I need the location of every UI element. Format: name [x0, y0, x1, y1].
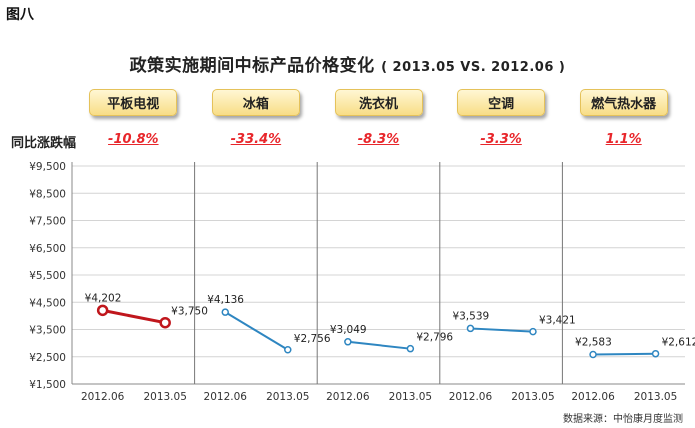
yoy-change-value: -3.3%	[480, 132, 522, 147]
x-tick-label: 2013.05	[634, 391, 677, 403]
y-tick-label: ¥5,500	[29, 270, 66, 282]
yoy-change-value: -10.8%	[108, 132, 159, 147]
data-point	[284, 346, 292, 354]
y-tick-label: ¥4,500	[29, 297, 66, 309]
data-point	[651, 349, 660, 358]
yoy-change-value: -8.3%	[357, 132, 400, 147]
data-label: ¥3,750	[171, 306, 208, 318]
series-line	[470, 327, 534, 333]
data-label: ¥4,202	[85, 292, 122, 304]
x-tick-label: 2012.06	[204, 391, 248, 403]
y-tick-label: ¥3,500	[29, 325, 66, 337]
x-tick-label: 2013.05	[266, 391, 309, 403]
data-point	[96, 304, 109, 317]
data-point	[344, 338, 352, 346]
data-point	[589, 350, 597, 359]
series-line	[224, 311, 289, 351]
data-label: ¥2,756	[294, 333, 331, 345]
chart-subtitle: ( 2013.05 VS. 2012.06 )	[381, 60, 566, 75]
y-tick-label: ¥9,500	[29, 161, 66, 173]
x-tick-label: 2013.05	[511, 391, 554, 403]
y-tick-label: ¥2,500	[29, 352, 66, 364]
y-tick-label: ¥6,500	[29, 243, 66, 255]
x-tick-label: 2013.05	[389, 391, 432, 403]
category-label-box: 燃气热水器	[579, 89, 668, 116]
data-source-note: 数据来源：中怡康月度监测	[563, 414, 683, 425]
x-tick-label: 2012.06	[449, 391, 493, 403]
data-label: ¥2,583	[575, 336, 612, 348]
x-tick-label: 2013.05	[143, 391, 186, 403]
data-label: ¥2,796	[416, 332, 453, 344]
x-tick-label: 2012.06	[81, 391, 125, 403]
category-label-box: 空调	[457, 89, 546, 116]
yoy-change-value: 1.1%	[605, 132, 642, 147]
chart-title: 政策实施期间中标产品价格变化 ( 2013.05 VS. 2012.06 )	[0, 51, 695, 76]
y-tick-label: ¥1,500	[29, 379, 66, 391]
series-line	[593, 352, 656, 356]
data-label: ¥3,421	[539, 315, 576, 327]
data-label: ¥3,049	[330, 324, 367, 336]
data-label: ¥2,612	[662, 337, 695, 349]
series-line	[347, 340, 411, 350]
data-point	[221, 308, 229, 316]
yoy-row-label: 同比涨跌幅	[11, 136, 77, 151]
y-tick-label: ¥8,500	[29, 188, 66, 200]
series-line	[102, 308, 166, 325]
category-label-box: 冰箱	[211, 89, 300, 116]
data-point	[159, 316, 171, 329]
data-point	[529, 327, 537, 336]
x-tick-label: 2012.06	[571, 391, 615, 403]
data-point	[406, 344, 415, 353]
category-label-box: 洗衣机	[334, 89, 423, 116]
data-label: ¥4,136	[207, 294, 244, 306]
category-label-box: 平板电视	[89, 89, 178, 116]
data-label: ¥3,539	[452, 310, 489, 322]
yoy-change-value: -33.4%	[230, 132, 282, 147]
x-tick-label: 2012.06	[326, 391, 370, 403]
chart-title-main: 政策实施期间中标产品价格变化	[129, 56, 375, 76]
figure-label: 图八	[6, 7, 34, 23]
data-point	[466, 324, 475, 333]
y-tick-label: ¥7,500	[29, 216, 66, 228]
